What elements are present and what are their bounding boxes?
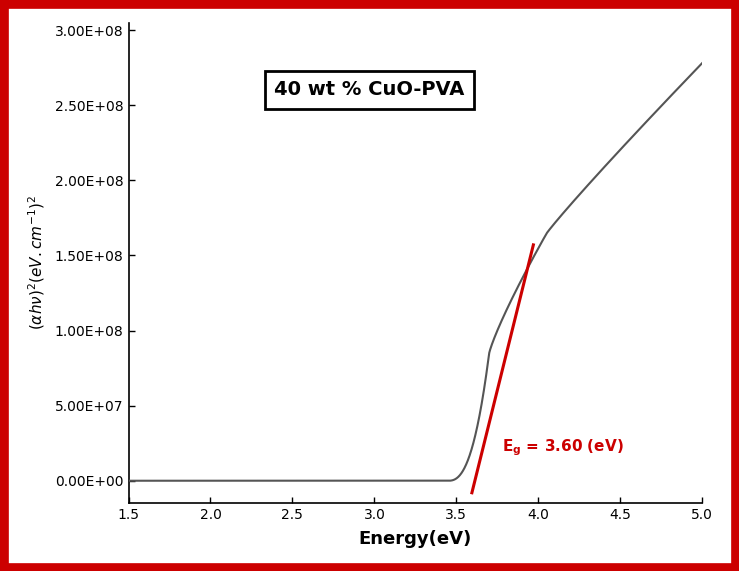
Y-axis label: $(\alpha h\nu)^2(eV.cm^{-1})^2$: $(\alpha h\nu)^2(eV.cm^{-1})^2$: [26, 195, 47, 331]
Text: $\mathbf{E_g}$ = 3.60 (eV): $\mathbf{E_g}$ = 3.60 (eV): [503, 437, 624, 458]
Text: 40 wt % CuO-PVA: 40 wt % CuO-PVA: [274, 81, 465, 99]
X-axis label: Energy(eV): Energy(eV): [358, 530, 472, 549]
